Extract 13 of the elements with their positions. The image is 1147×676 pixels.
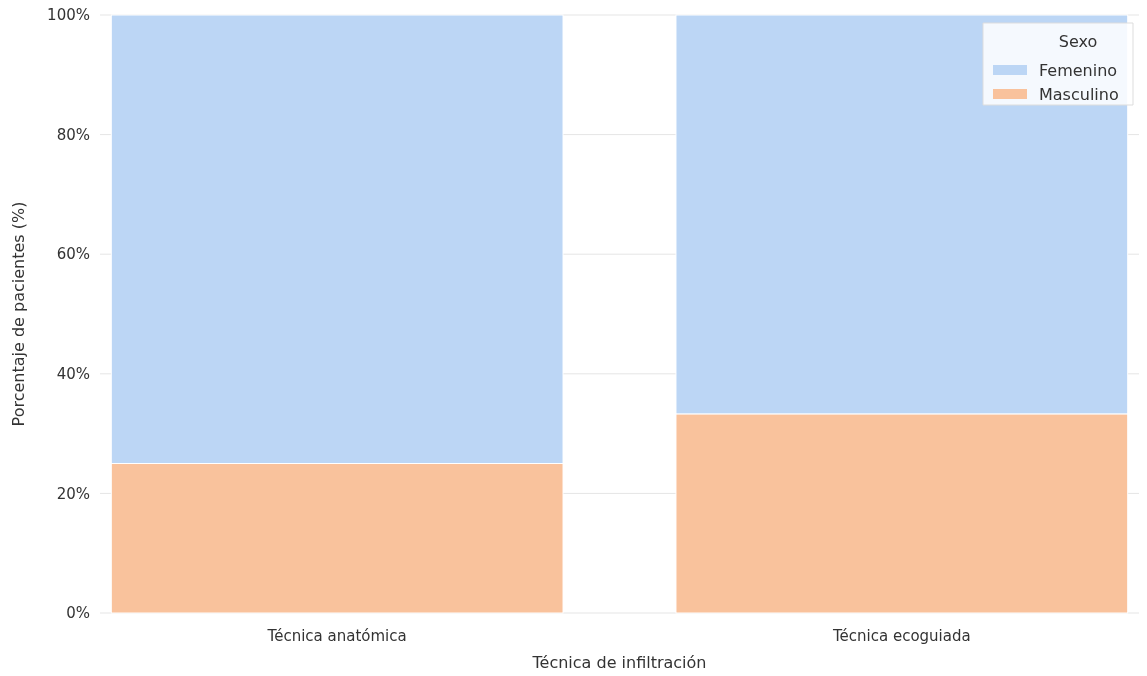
- x-tick-label: Técnica anatómica: [266, 627, 407, 645]
- y-tick-label: 20%: [56, 484, 90, 503]
- y-tick-label: 60%: [56, 245, 90, 264]
- y-tick-label: 80%: [56, 125, 90, 144]
- x-tick-label: Técnica ecoguiada: [831, 627, 971, 645]
- series-label: Femenino: [1039, 60, 1118, 80]
- y-axis-title: Porcentaje de pacientes (%): [9, 201, 28, 427]
- x-axis-title: Técnica de infiltración: [531, 653, 707, 672]
- legend-title: Sexo: [1058, 32, 1098, 51]
- y-tick-label: 100%: [47, 6, 90, 25]
- y-tick-label: 0%: [66, 604, 90, 623]
- y-tick-label: 40%: [56, 365, 90, 384]
- legend-label: Masculino: [1039, 84, 1119, 104]
